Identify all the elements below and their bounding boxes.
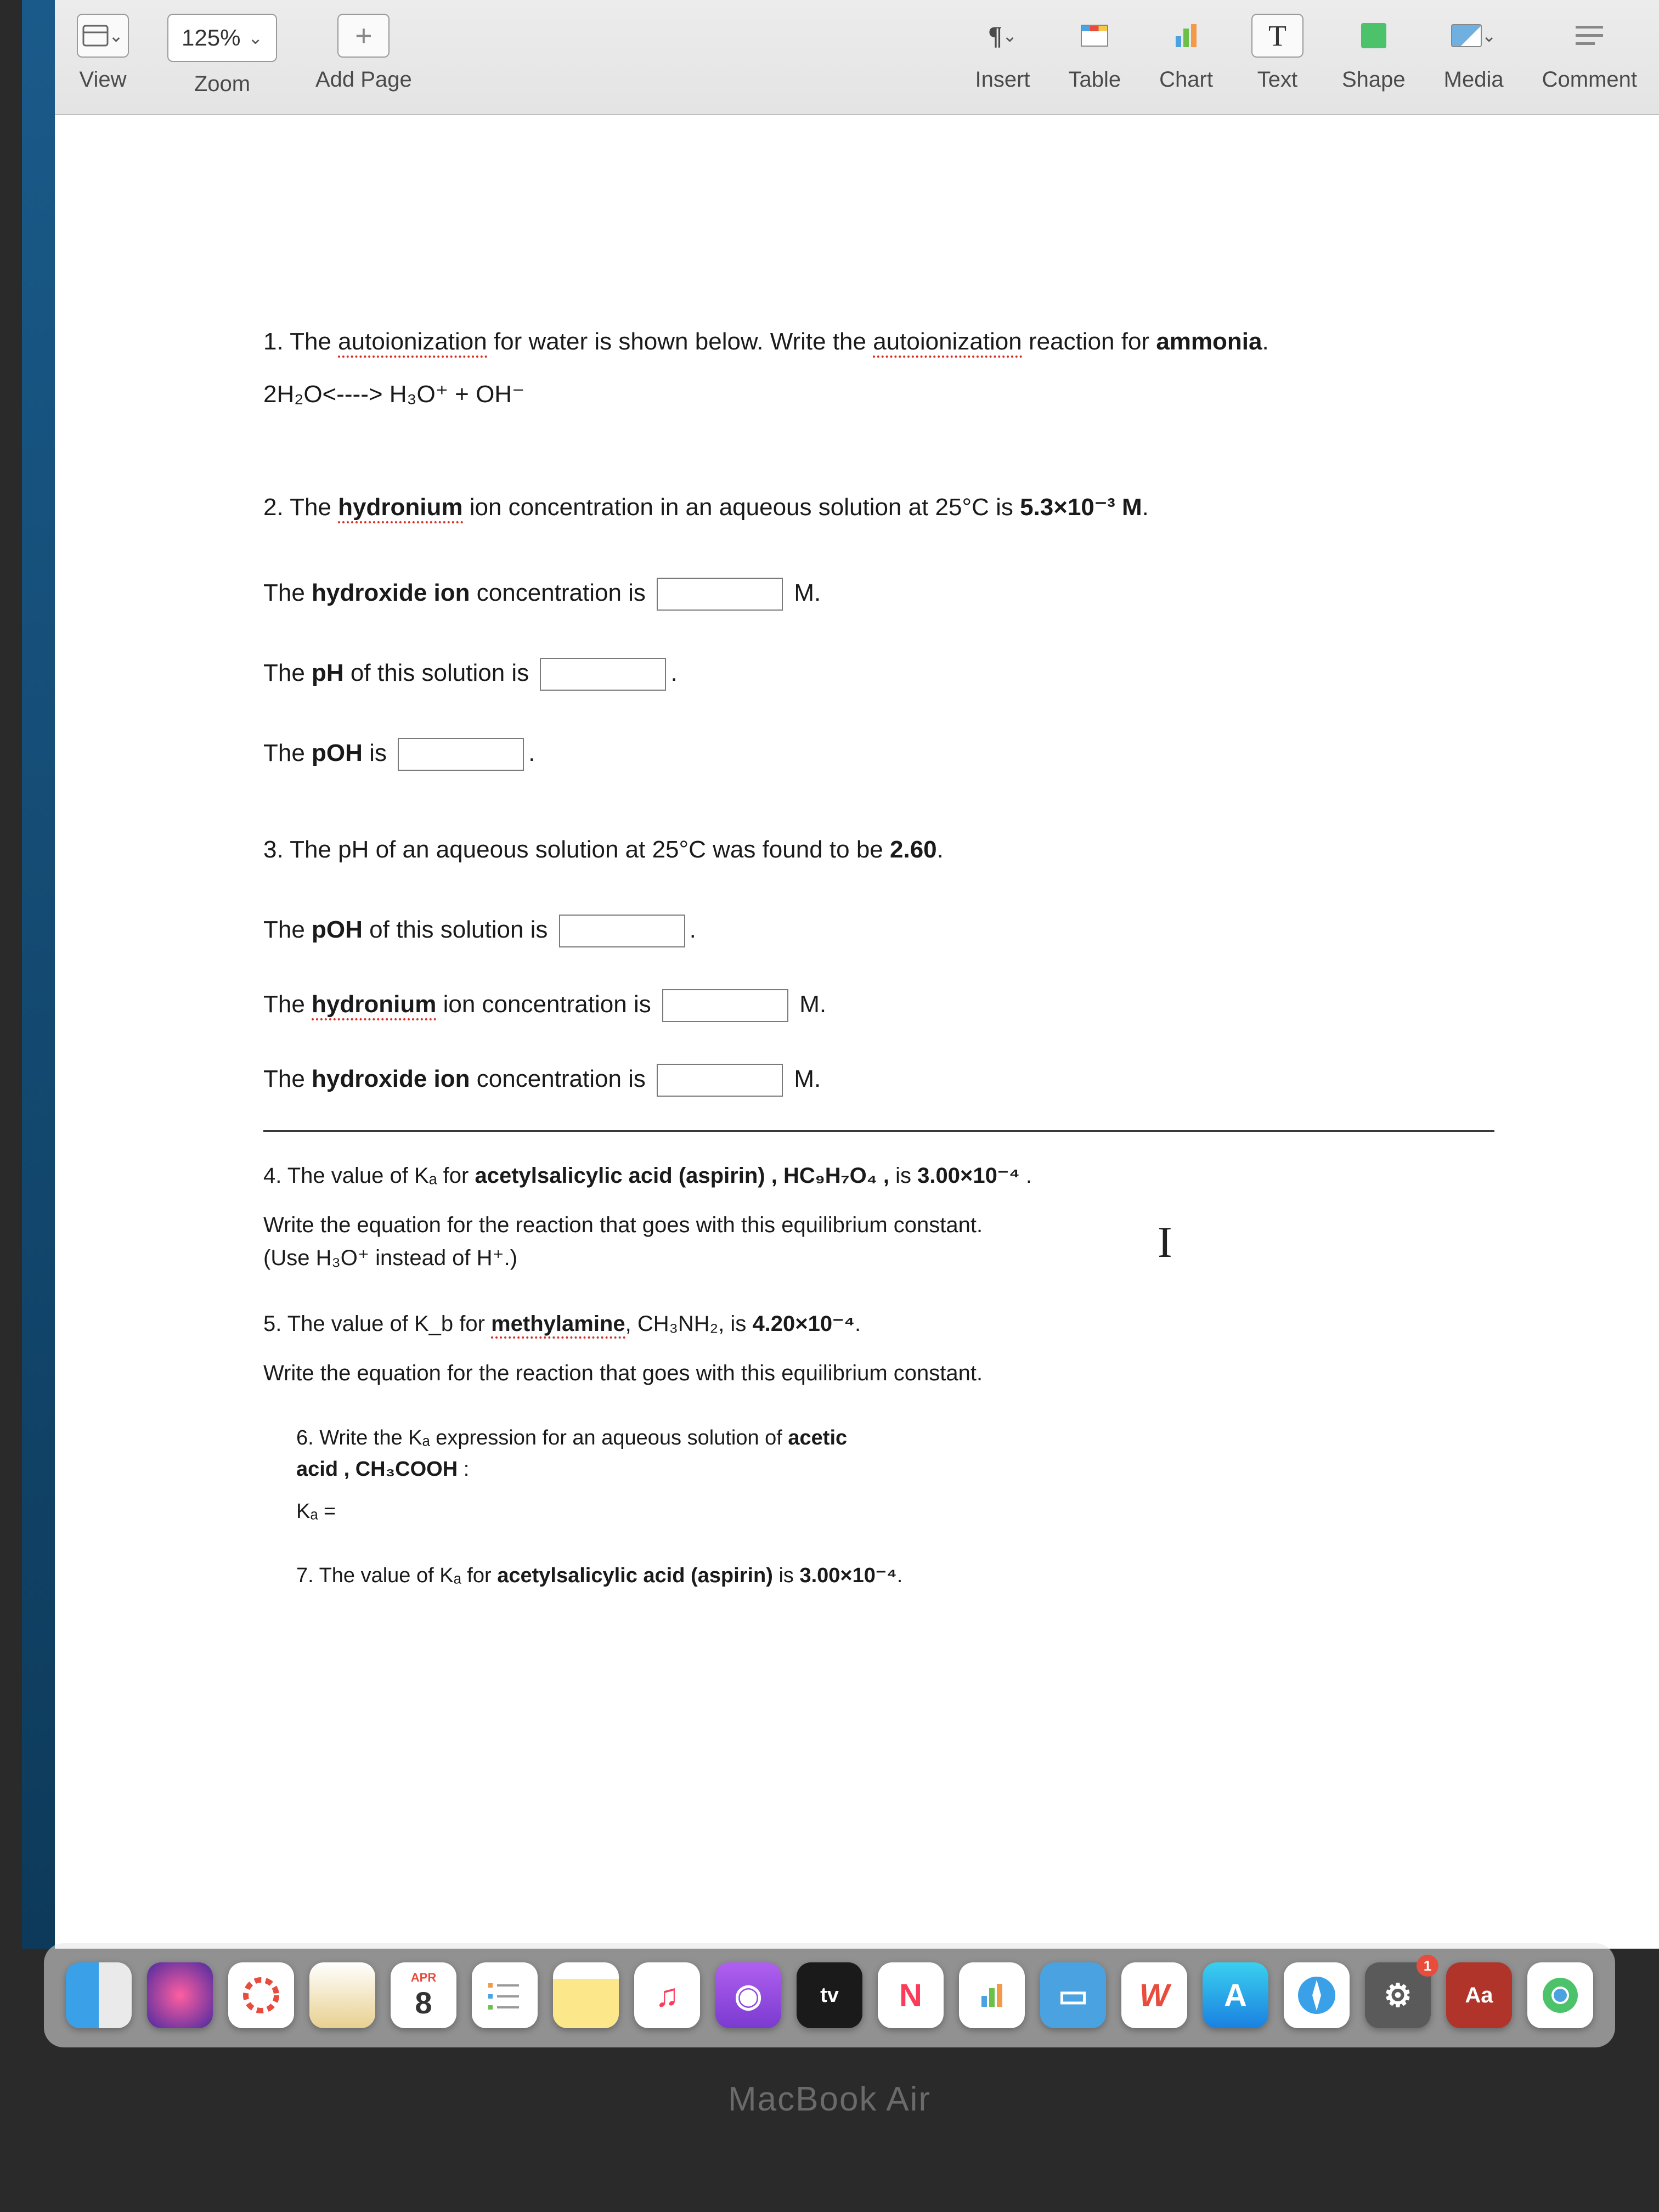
input-ph[interactable] [540,658,666,691]
zoom-label: Zoom [194,72,250,97]
document-canvas[interactable]: 1. The autoionization for water is shown… [55,115,1659,1949]
question-3: 3. The pH of an aqueous solution at 25°C… [263,832,1494,1097]
chart-icon [1160,14,1212,58]
dock-notes-icon[interactable] [553,1962,619,2028]
dock-calendar-icon[interactable]: APR 8 [391,1962,456,2028]
calendar-month: APR [411,1971,436,1985]
dock: APR 8 ♫ ◉ tv N ▭ W A ⚙ 1 Aa [0,1943,1659,2047]
media-icon: ⌄ [1448,14,1500,58]
page-content[interactable]: 1. The autoionization for water is shown… [55,115,1659,1679]
input-poh[interactable] [398,738,524,771]
table-tool[interactable]: Table [1069,14,1121,92]
dock-safari-icon[interactable] [1284,1962,1350,2028]
comment-label: Comment [1542,67,1637,92]
zoom-select[interactable]: 125% ⌄ [167,14,277,62]
chart-label: Chart [1159,67,1213,92]
dock-numbers-icon[interactable] [959,1962,1025,2028]
input-hydroxide-3[interactable] [657,1064,783,1097]
dock-keynote-icon[interactable]: ▭ [1040,1962,1106,2028]
dock-dictionary-icon[interactable]: Aa [1446,1962,1512,2028]
answer-line: The pH of this solution is . [263,655,1494,691]
view-tool[interactable]: ⌄ View [77,14,129,92]
input-hydroxide[interactable] [657,578,783,611]
zoom-tool[interactable]: 125% ⌄ Zoom [167,14,277,97]
answer-line: The hydronium ion concentration is M. [263,986,1494,1023]
dock-podcasts-icon[interactable]: ◉ [715,1962,781,2028]
table-icon [1069,14,1121,58]
calendar-day: 8 [415,1985,432,2021]
question-4: 4. The value of Kₐ for acetylsalicylic a… [263,1159,1494,1274]
dock-news-icon[interactable]: N [878,1962,944,2028]
media-label: Media [1444,67,1504,92]
view-label: View [80,67,127,92]
dock-pages-icon[interactable] [309,1962,375,2028]
dock-chrome-icon[interactable] [1527,1962,1593,2028]
paragraph-icon: ¶⌄ [977,14,1029,58]
dock-reminders-icon[interactable] [472,1962,538,2028]
zoom-value: 125% [182,25,240,51]
question-7: 7. The value of Kₐ for acetylsalicylic a… [263,1560,1494,1592]
add-page-label: Add Page [315,67,412,92]
spellcheck-underline: autoionization [338,328,487,358]
text-cursor-icon: I [1158,1218,1172,1268]
media-tool[interactable]: ⌄ Media [1444,14,1504,92]
badge: 1 [1417,1955,1438,1977]
input-poh-3[interactable] [559,915,685,947]
laptop-label: MacBook Air [728,2080,931,2119]
comment-tool[interactable]: Comment [1542,14,1637,92]
text-label: Text [1257,67,1297,92]
view-icon: ⌄ [77,14,129,58]
plus-icon: + [337,14,390,58]
insert-tool[interactable]: ¶⌄ Insert [975,14,1030,92]
pages-app-window: ⌄ View 125% ⌄ Zoom + Add Page [55,0,1659,1949]
question-5: 5. The value of K_b for methylamine, CH₃… [263,1307,1494,1390]
answer-line: The hydroxide ion concentration is M. [263,575,1494,611]
question-6: 6. Write the Kₐ expression for an aqueou… [263,1423,1494,1527]
dock-settings-icon[interactable]: ⚙ 1 [1365,1962,1431,2028]
text-icon: T [1251,14,1304,58]
shape-label: Shape [1342,67,1406,92]
dock-music-icon[interactable]: ♫ [634,1962,700,2028]
dock-word-icon[interactable]: W [1121,1962,1187,2028]
question-1: 1. The autoionization for water is shown… [263,324,1494,413]
table-label: Table [1069,67,1121,92]
answer-line: The pOH of this solution is . [263,912,1494,948]
shape-tool[interactable]: Shape [1342,14,1406,92]
divider [263,1130,1494,1132]
chevron-down-icon: ⌄ [248,27,263,48]
dock-appstore-icon[interactable]: A [1203,1962,1268,2028]
chart-tool[interactable]: Chart [1159,14,1213,92]
input-hydronium-3[interactable] [662,989,788,1022]
text-tool[interactable]: T Text [1251,14,1304,92]
comment-icon [1564,14,1616,58]
dock-tv-icon[interactable]: tv [797,1962,862,2028]
add-page-tool[interactable]: + Add Page [315,14,412,92]
chevron-down-icon: ⌄ [109,25,123,46]
toolbar: ⌄ View 125% ⌄ Zoom + Add Page [55,0,1659,115]
dock-photos-icon[interactable] [228,1962,294,2028]
insert-label: Insert [975,67,1030,92]
answer-line: The pOH is . [263,735,1494,771]
answer-line: The hydroxide ion concentration is M. [263,1061,1494,1097]
question-2: 2. The hydronium ion concentration in an… [263,489,1494,771]
dock-finder-icon[interactable] [66,1962,132,2028]
dock-siri-icon[interactable] [147,1962,213,2028]
shape-icon [1347,14,1400,58]
equation: 2H₂O<----> H₃O⁺ + OH⁻ [263,381,524,408]
